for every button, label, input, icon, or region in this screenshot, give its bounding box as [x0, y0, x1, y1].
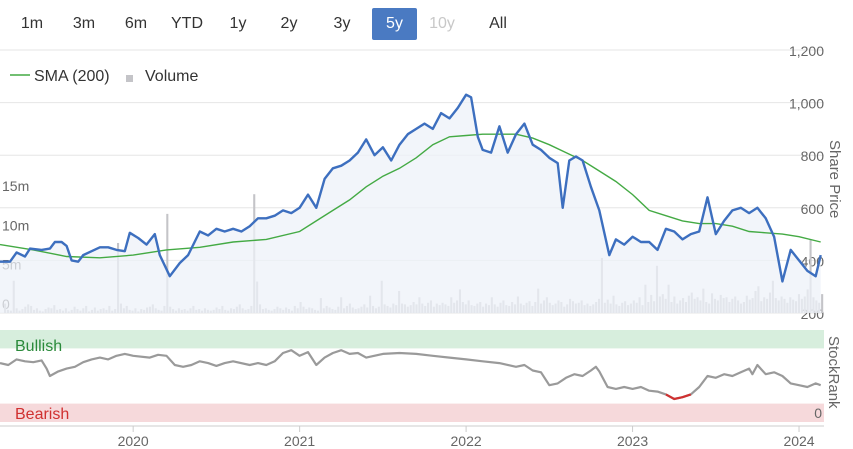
share-price-line [0, 93, 822, 283]
stockrank-axis-title: StockRank [825, 336, 842, 409]
volume-bar [166, 213, 169, 313]
legend-sma-label: SMA (200) [34, 68, 110, 85]
range-button-all[interactable]: All [489, 15, 507, 32]
range-selector: 1m 3m 6m YTD 1y 2y 3y 5y 10y All [0, 8, 560, 40]
bullish-band [0, 330, 824, 349]
x-axis: 2020 2021 2022 2023 2024 [0, 425, 824, 449]
stockrank-line [0, 349, 822, 401]
x-tick-label: 2022 [451, 433, 482, 449]
x-tick-label: 2021 [284, 433, 315, 449]
range-button-1y[interactable]: 1y [229, 15, 247, 32]
price-area [0, 94, 821, 313]
sma-200-line [0, 133, 821, 259]
price-tick-label: 800 [801, 148, 825, 164]
volume-tick-label: 10m [2, 217, 29, 233]
range-button-ytd[interactable]: YTD [171, 15, 203, 32]
bearish-band [0, 403, 824, 422]
price-tick-label: 1,000 [789, 96, 824, 112]
range-button-2y[interactable]: 2y [280, 15, 298, 32]
legend-volume-swatch [126, 75, 133, 82]
x-tick-label: 2023 [617, 433, 648, 449]
price-axis-title: Share Price [826, 140, 843, 218]
legend-volume-label: Volume [145, 68, 198, 85]
range-button-10y: 10y [429, 15, 455, 32]
range-button-5y[interactable]: 5y [372, 8, 417, 40]
price-tick-label: 1,200 [789, 43, 824, 59]
volume-bar [821, 294, 824, 313]
bearish-label: Bearish [15, 406, 69, 423]
volume-tick-label: 15m [2, 178, 29, 194]
range-button-3y[interactable]: 3y [333, 15, 351, 32]
stockrank-tick-label: 0 [814, 405, 822, 421]
price-tick-label: 600 [801, 201, 825, 217]
range-button-1m[interactable]: 1m [20, 15, 44, 32]
bullish-label: Bullish [15, 338, 62, 355]
stockrank-bearish-segment [665, 393, 692, 401]
range-button-3m[interactable]: 3m [72, 15, 96, 32]
x-tick-label: 2020 [118, 433, 149, 449]
x-tick-label: 2024 [783, 433, 814, 449]
range-button-6m[interactable]: 6m [124, 15, 148, 32]
